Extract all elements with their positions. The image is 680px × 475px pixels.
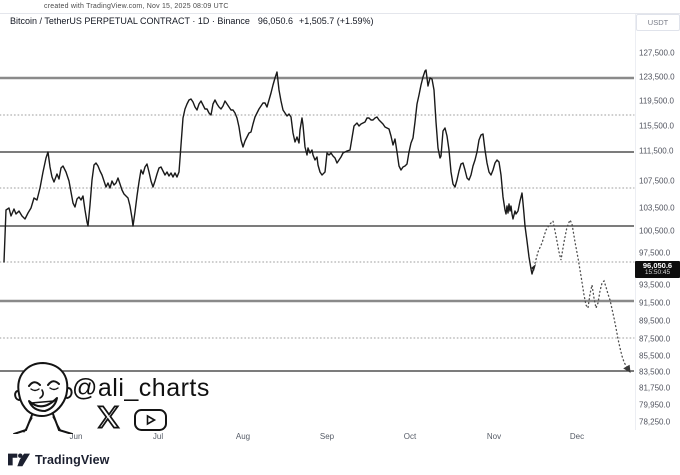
author-portrait-sketch — [13, 362, 73, 434]
x-axis-month-dec: Dec — [569, 432, 585, 441]
y-axis-tick: 83,500.0 — [639, 367, 671, 377]
x-axis-month-aug: Aug — [235, 432, 251, 441]
symbol-header[interactable]: Bitcoin / TetherUS PERPETUAL CONTRACT · … — [10, 16, 374, 26]
y-axis-tick: 100,500.0 — [639, 226, 675, 236]
y-axis-tick: 79,950.0 — [639, 400, 671, 410]
price-series-line — [3, 69, 535, 275]
x-axis-month-oct: Oct — [403, 432, 417, 441]
header-last-price: 96,050.6 — [257, 16, 293, 26]
projection-start-marker — [531, 264, 536, 271]
x-axis-month-jun: Jun — [69, 432, 83, 441]
youtube-logo-icon — [134, 409, 167, 431]
panel-top-border — [0, 13, 680, 14]
badge-countdown: 15:50:45 — [644, 269, 671, 277]
projection-arrowhead — [623, 364, 631, 373]
y-axis-tick: 123,500.0 — [639, 72, 675, 82]
y-axis-tick: 119,500.0 — [639, 96, 674, 106]
x-logo-icon — [96, 405, 121, 429]
y-axis-tick: 91,500.0 — [639, 298, 671, 308]
x-axis-month-sep: Sep — [319, 432, 335, 441]
y-axis-tick: 97,500.0 — [639, 248, 671, 258]
badge-price: 96,050.6 — [642, 261, 673, 271]
y-axis-tick: 81,750.0 — [639, 383, 671, 393]
symbol-title: Bitcoin / TetherUS PERPETUAL CONTRACT · … — [10, 16, 250, 26]
price-axis-currency-label: USDT — [636, 14, 680, 31]
projection-dotted-line — [533, 218, 629, 370]
currency-text: USDT — [647, 18, 669, 27]
created-with-note: created with TradingView.com, Nov 15, 20… — [44, 3, 229, 10]
y-axis-tick: 115,500.0 — [639, 121, 674, 131]
tradingview-watermark-text: TradingView — [35, 452, 110, 467]
y-axis-tick: 93,500.0 — [639, 280, 671, 290]
author-attribution: @ali_charts — [0, 356, 230, 436]
x-axis-month-jul: Jul — [152, 432, 164, 441]
y-axis-tick: 87,500.0 — [639, 334, 671, 344]
header-price-change: +1,505.7 (+1.59%) — [298, 16, 374, 26]
author-handle: @ali_charts — [72, 374, 210, 402]
y-axis-tick: 111,500.0 — [639, 146, 674, 156]
tradingview-logo-icon — [8, 453, 30, 467]
y-axis-tick: 89,500.0 — [639, 316, 671, 326]
y-axis-tick: 78,250.0 — [639, 417, 671, 427]
last-price-badge: 96,050.6 15:50:45 — [635, 261, 680, 278]
y-axis-tick: 103,500.0 — [639, 203, 675, 213]
y-axis-tick: 85,500.0 — [639, 351, 671, 361]
x-axis-month-nov: Nov — [486, 432, 502, 441]
y-axis-tick: 107,500.0 — [639, 176, 675, 186]
price-axis-border — [635, 14, 636, 430]
tradingview-watermark[interactable]: TradingView — [8, 452, 110, 467]
y-axis-tick: 127,500.0 — [639, 48, 675, 58]
